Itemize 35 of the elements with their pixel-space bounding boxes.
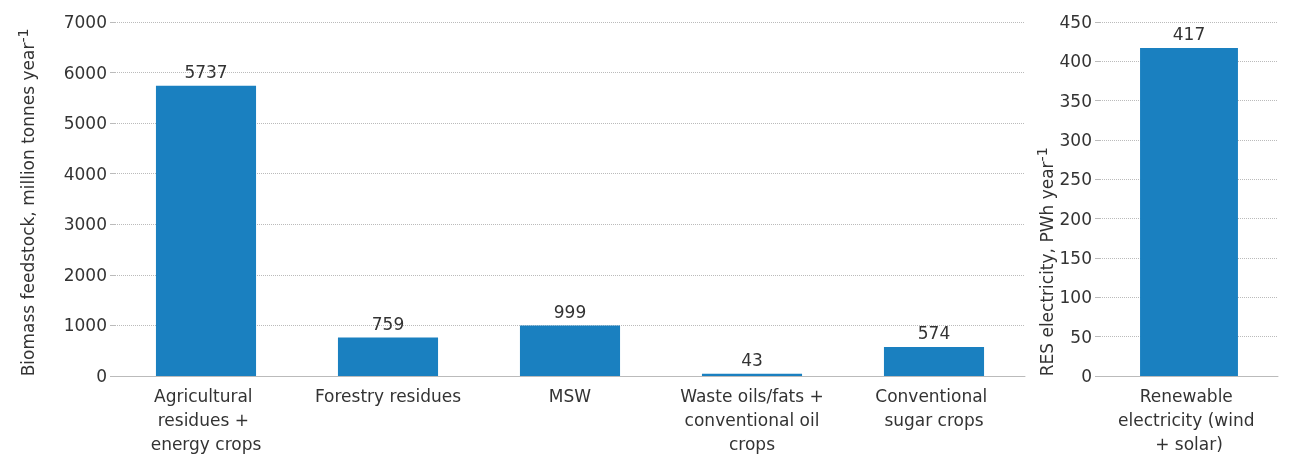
y-tick-label: 150 xyxy=(1059,248,1092,268)
y-tick-label: 450 xyxy=(1059,12,1092,32)
y-tick-label: 6000 xyxy=(63,62,107,83)
y-tick-label: 0 xyxy=(96,366,107,386)
y-tick-label: 2000 xyxy=(63,264,107,285)
y-tick-label: 3000 xyxy=(63,214,107,235)
bar xyxy=(155,85,257,376)
y-tick-label: 200 xyxy=(1059,208,1092,229)
y-tick-label: 50 xyxy=(1070,326,1092,347)
bar xyxy=(701,373,803,376)
y-tick-label: 300 xyxy=(1059,130,1092,150)
data-label: 574 xyxy=(917,323,951,344)
y-tick-label: 4000 xyxy=(63,163,107,184)
x-tick-label: Agricultural residues + energy crops xyxy=(150,386,262,454)
y-tick-label: 100 xyxy=(1059,287,1092,308)
x-tick-label: MSW xyxy=(548,386,592,406)
data-label: 759 xyxy=(371,314,405,335)
x-tick-label: Waste oils/fats + conventional oil crops xyxy=(679,386,825,454)
data-label: 999 xyxy=(553,301,587,322)
y-tick-label: 0 xyxy=(1081,366,1092,386)
x-tick-label: Renewable electricity (wind + solar) xyxy=(1118,386,1260,454)
y-tick-label: 250 xyxy=(1059,169,1092,190)
x-tick-label: Conventional sugar crops xyxy=(875,386,993,430)
y-tick-label: 1000 xyxy=(63,315,107,336)
data-label: 43 xyxy=(741,350,763,371)
y-tick-label: 400 xyxy=(1059,51,1092,72)
bar xyxy=(519,325,621,376)
data-label: 417 xyxy=(1172,24,1206,45)
bar xyxy=(337,337,439,376)
x-tick-label: Forestry residues xyxy=(314,386,462,406)
data-label: 5737 xyxy=(184,62,228,83)
y-tick-label: 7000 xyxy=(63,12,107,32)
y-tick-label: 5000 xyxy=(63,113,107,134)
bar xyxy=(883,346,985,376)
y-tick-label: 350 xyxy=(1059,90,1092,111)
